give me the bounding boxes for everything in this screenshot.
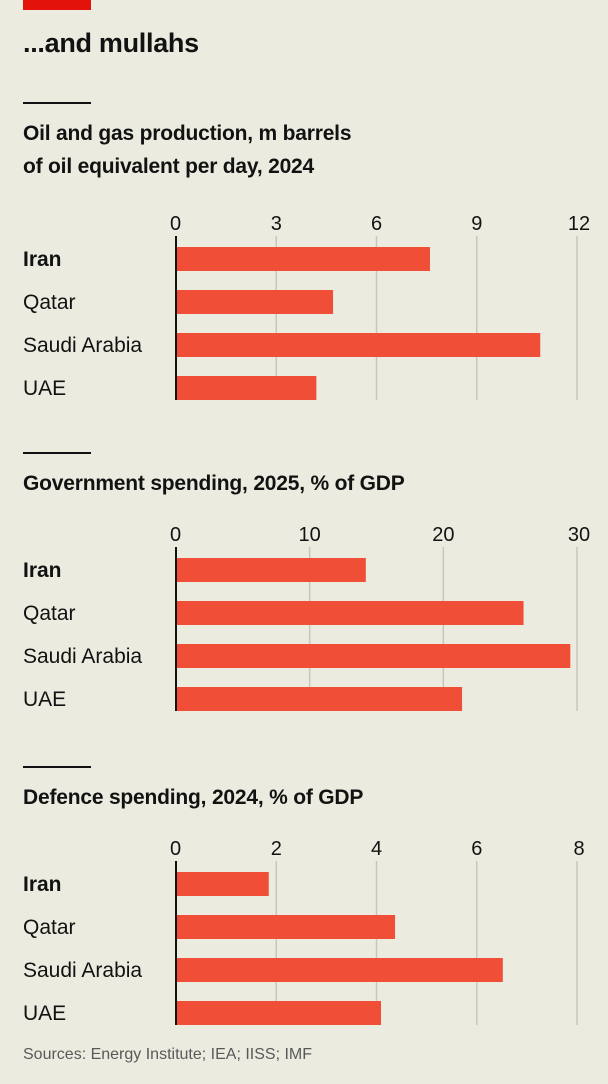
category-label: Saudi Arabia — [23, 645, 142, 668]
tick-label: 2 — [271, 838, 282, 860]
chart-title-1: Oil and gas production, m barrels of oil… — [23, 117, 351, 183]
bar-qatar — [176, 601, 524, 625]
tick-label: 0 — [170, 524, 181, 546]
bar-saudi-arabia — [176, 958, 503, 982]
category-label: Iran — [23, 248, 62, 271]
tick-label: 10 — [299, 524, 321, 546]
chart-title-line: of oil equivalent per day, 2024 — [23, 155, 315, 178]
chart-rule — [23, 452, 91, 454]
chart-oil-gas: 0 3 6 9 12 Iran Qatar Saudi Arabia UAE — [23, 213, 590, 400]
tick-label: 30 — [568, 524, 590, 546]
tick-label: 9 — [471, 213, 482, 235]
tick-label: 4 — [371, 838, 382, 860]
bar-uae — [176, 1001, 382, 1025]
tick-label: 3 — [271, 213, 282, 235]
category-label: Qatar — [23, 291, 76, 314]
category-label: Iran — [23, 559, 62, 582]
category-label: UAE — [23, 1002, 66, 1025]
bar-uae — [176, 687, 463, 711]
tick-label: 8 — [573, 838, 584, 860]
chart-government-spending: 0 10 20 30 Iran Qatar Saudi Arabia UAE — [23, 524, 590, 711]
source-note: Sources: Energy Institute; IEA; IISS; IM… — [23, 1046, 312, 1063]
bar-saudi-arabia — [176, 333, 541, 357]
bar-iran — [176, 872, 269, 896]
chart-title-line: Government spending, 2025, % of GDP — [23, 472, 405, 495]
tick-label: 6 — [471, 838, 482, 860]
bar-iran — [176, 247, 430, 271]
tick-label: 20 — [432, 524, 454, 546]
tick-label: 12 — [568, 213, 590, 235]
bar-iran — [176, 558, 366, 582]
category-label: UAE — [23, 377, 66, 400]
category-label: Qatar — [23, 602, 76, 625]
category-label: Saudi Arabia — [23, 334, 142, 357]
chart-rule — [23, 102, 91, 104]
brand-red-bar — [23, 0, 91, 10]
chart-defence-spending: 0 2 4 6 8 Iran Qatar Saudi Arabia UAE — [23, 838, 585, 1025]
chart-title-2: Government spending, 2025, % of GDP — [23, 467, 405, 500]
tick-label: 0 — [170, 213, 181, 235]
tick-label: 6 — [371, 213, 382, 235]
category-label: Qatar — [23, 916, 76, 939]
category-label: Saudi Arabia — [23, 959, 142, 982]
chart-rule — [23, 766, 91, 768]
chart-title-line: Defence spending, 2024, % of GDP — [23, 786, 364, 809]
chart-title-3: Defence spending, 2024, % of GDP — [23, 781, 363, 814]
bar-qatar — [176, 915, 396, 939]
bar-uae — [176, 376, 317, 400]
category-label: Iran — [23, 873, 62, 896]
bar-qatar — [176, 290, 334, 314]
category-label: UAE — [23, 688, 66, 711]
bar-saudi-arabia — [176, 644, 571, 668]
chart-title-line: Oil and gas production, m barrels — [23, 122, 352, 145]
tick-label: 0 — [170, 838, 181, 860]
headline: ...and mullahs — [23, 28, 199, 58]
